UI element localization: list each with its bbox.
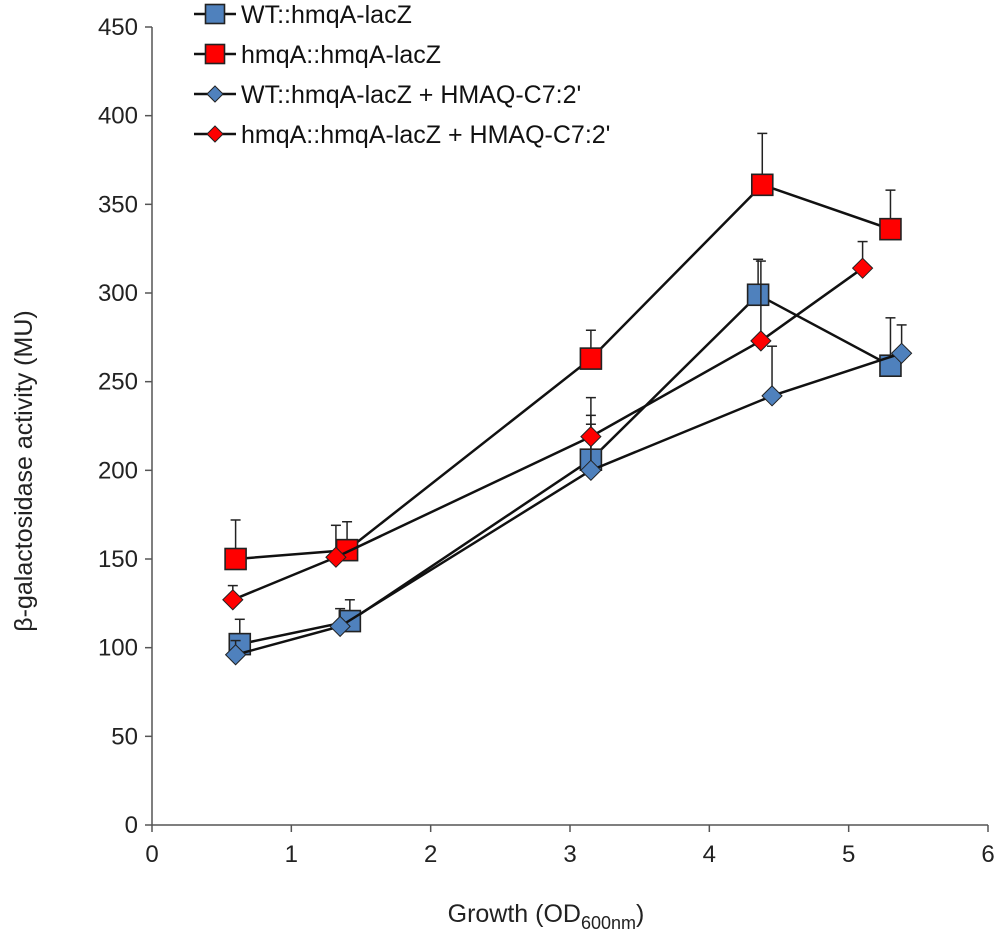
series-line	[235, 352, 903, 656]
data-point	[224, 547, 247, 571]
legend-label: hmqA::hmqA-lacZ	[241, 41, 441, 69]
legend: WT::hmqA-lacZhmqA::hmqA-lacZWT::hmqA-lac…	[194, 1, 610, 149]
x-axis-title-subscript: 600nm	[581, 913, 636, 933]
series-layer	[222, 132, 913, 666]
axes: 0 50 100 150 200 250 300 350 400 450 0 1 2 3 4 5 6	[98, 14, 995, 868]
series-line	[235, 183, 891, 561]
x-tick-label: 4	[703, 841, 716, 868]
data-point	[325, 546, 347, 568]
y-axis-title: β-galactosidase activity (MU)	[10, 310, 38, 631]
series-line	[239, 293, 892, 646]
data-point	[879, 217, 902, 241]
legend-marker	[204, 43, 226, 65]
x-axis-title: Growth (OD600nm)	[448, 900, 645, 933]
data-point	[580, 459, 602, 482]
y-tick-label: 150	[98, 546, 138, 573]
legend-marker	[204, 3, 226, 25]
data-point	[580, 425, 602, 448]
legend-marker	[206, 85, 224, 103]
data-point	[890, 342, 913, 365]
y-tick-label: 350	[98, 191, 138, 218]
x-tick-label: 6	[981, 841, 994, 868]
y-tick-label: 200	[98, 457, 138, 484]
y-tick-label: 450	[98, 14, 138, 41]
data-point	[224, 644, 247, 666]
data-point	[746, 283, 770, 307]
series-line	[232, 267, 864, 601]
x-axis-title-close: )	[636, 900, 644, 928]
data-point	[851, 257, 874, 279]
series-1	[228, 258, 902, 656]
y-tick-label: 250	[98, 369, 138, 396]
data-point	[750, 330, 772, 352]
legend-item-4: hmqA::hmqA-lacZ + HMAQ-C7:2'	[194, 121, 610, 149]
y-tick-label: 400	[98, 103, 138, 130]
legend-label: hmqA::hmqA-lacZ + HMAQ-C7:2'	[241, 121, 610, 149]
data-point	[329, 615, 351, 638]
y-tick-label: 0	[125, 812, 138, 839]
x-tick-label: 0	[145, 841, 158, 868]
data-point	[879, 354, 902, 378]
series-4	[222, 240, 874, 611]
legend-item-2: hmqA::hmqA-lacZ	[194, 41, 441, 69]
legend-item-1: WT::hmqA-lacZ	[194, 1, 412, 29]
y-tick-label: 100	[98, 635, 138, 662]
legend-marker	[206, 125, 224, 143]
series-3	[224, 324, 913, 666]
data-point	[222, 589, 244, 611]
x-tick-label: 5	[842, 841, 855, 868]
y-tick-label: 50	[111, 723, 138, 750]
x-tick-label: 2	[424, 841, 437, 868]
x-tick-label: 3	[563, 841, 576, 868]
data-point	[579, 347, 603, 370]
legend-label: WT::hmqA-lacZ + HMAQ-C7:2'	[241, 81, 581, 109]
data-point	[761, 385, 783, 407]
y-tick-label: 300	[98, 280, 138, 307]
x-axis-title-main: Growth (OD	[448, 900, 581, 928]
data-point	[750, 173, 774, 197]
series-2	[224, 132, 902, 571]
x-tick-label: 1	[285, 841, 298, 868]
legend-label: WT::hmqA-lacZ	[241, 1, 412, 29]
legend-item-3: WT::hmqA-lacZ + HMAQ-C7:2'	[194, 81, 581, 109]
